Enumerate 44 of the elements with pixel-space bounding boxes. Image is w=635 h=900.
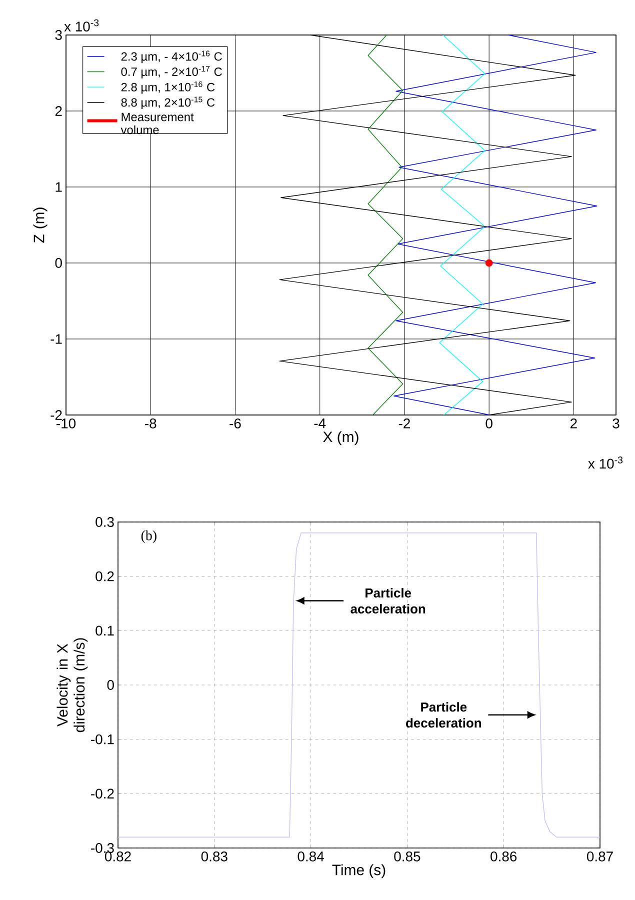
line-series (368, 34, 404, 416)
x-tick-label: 2 (570, 418, 577, 428)
x-tick-label: 0.85 (394, 852, 420, 862)
x-axis-title: Time (s) (332, 864, 386, 878)
legend-label: 8.8 µm, 2×10$^{-15}$ C (121, 96, 215, 110)
x-tick-label: -10 (56, 418, 76, 428)
y-tick-label: 1 (56, 182, 62, 192)
x-tick-label: 0.86 (490, 852, 517, 862)
annotation: (b) (141, 530, 156, 544)
x-tick-label: 0.87 (586, 852, 613, 862)
x-tick-label: -6 (230, 418, 241, 428)
text: x 10$^{-3}$ (588, 456, 623, 469)
legend-label: 2.3 µm, - 4×10$^{-16}$ C (121, 50, 222, 64)
x-axis-title: X (m) (323, 431, 358, 446)
x-tick-label: -2 (398, 418, 410, 428)
y-tick-label: 0 (55, 258, 62, 268)
y-tick-label: -0.1 (91, 734, 114, 744)
y-tick-label: -0.2 (91, 788, 114, 799)
y-tick-label: 0.2 (96, 571, 114, 582)
x-tick-label: -8 (145, 418, 156, 428)
y-tick-label: 0.3 (96, 517, 114, 527)
legend-label: 2.8 µm, 1×10$^{-16}$ C (121, 81, 215, 94)
annotation: Particle acceleration (350, 588, 426, 614)
line-series (439, 34, 486, 416)
y-tick-label: 3 (55, 30, 62, 40)
y-tick-label: -1 (50, 334, 62, 344)
x-tick-label: 3 (612, 418, 620, 428)
x-tick-label: 0.82 (104, 852, 131, 862)
y-tick-label: -2 (50, 410, 62, 420)
text: x 10$^{-3}$ (64, 19, 99, 32)
y-tick-label: -0.3 (91, 843, 114, 853)
annotation: Particle deceleration (406, 702, 481, 728)
y-tick-label: 2 (55, 106, 62, 116)
line-series (394, 34, 598, 416)
x-tick-label: 0 (486, 418, 492, 428)
y-tick-label: 0 (107, 680, 114, 690)
legend-label: 0.7 µm, - 2×10$^{-17}$ C (121, 66, 222, 78)
y-axis-title: Z (m) (33, 208, 48, 243)
x-tick-label: -4 (314, 418, 326, 428)
x-tick-label: 0.83 (201, 852, 228, 862)
y-tick-label: 0.1 (96, 626, 114, 636)
x-tick-label: 0.84 (298, 852, 324, 862)
y-axis-title: Velocity in X direction (m/s) (56, 638, 88, 732)
legend-label: Measurement volume (120, 112, 194, 134)
